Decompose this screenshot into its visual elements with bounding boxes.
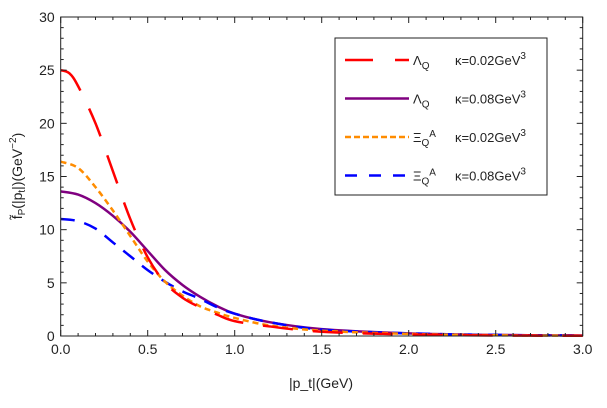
series-line-0 — [60, 68, 583, 338]
x-axis-label: |p_t|(GeV) — [289, 375, 353, 391]
series-line-3 — [60, 217, 583, 337]
y-tick-label: 30 — [39, 9, 55, 25]
series-line-2 — [60, 160, 583, 337]
legend: ΛQ κ=0.02GeV3 ΛQ κ=0.08GeV3 ΞQA κ=0.02GeV3 ΞQA… — [334, 37, 548, 196]
axes: 0.0 0.5 1.0 1.5 2.0 2.5 3.0 0 5 10 15 20 25 30 — [39, 9, 593, 357]
x-tick-label: 0.0 — [51, 341, 71, 357]
legend-box — [334, 37, 548, 196]
y-tick-label: 5 — [47, 275, 55, 291]
y-tick-label: 25 — [39, 62, 55, 78]
plot-area — [60, 68, 583, 338]
legend-label: ΛQ κ=0.02GeV3 — [413, 51, 526, 72]
y-tick-label: 20 — [39, 115, 55, 131]
y-axis-label: f̃P(|pt|)(GeV−2) — [8, 133, 28, 221]
x-tick-label: 2.5 — [486, 341, 506, 357]
x-tick-label: 1.0 — [225, 341, 245, 357]
x-tick-label: 2.0 — [399, 341, 419, 357]
x-tick-label: 1.5 — [312, 341, 332, 357]
legend-label: ΞQA κ=0.02GeV3 — [413, 128, 526, 149]
legend-label: ΛQ κ=0.08GeV3 — [413, 90, 526, 111]
x-tick-label: 3.0 — [573, 341, 593, 357]
y-tick-label: 15 — [39, 169, 55, 185]
legend-label: ΞQA κ=0.08GeV3 — [413, 167, 526, 188]
series-line-1 — [60, 190, 583, 337]
x-tick-label: 0.5 — [138, 341, 158, 357]
y-tick-label: 0 — [47, 328, 55, 344]
y-tick-label: 10 — [39, 222, 55, 238]
